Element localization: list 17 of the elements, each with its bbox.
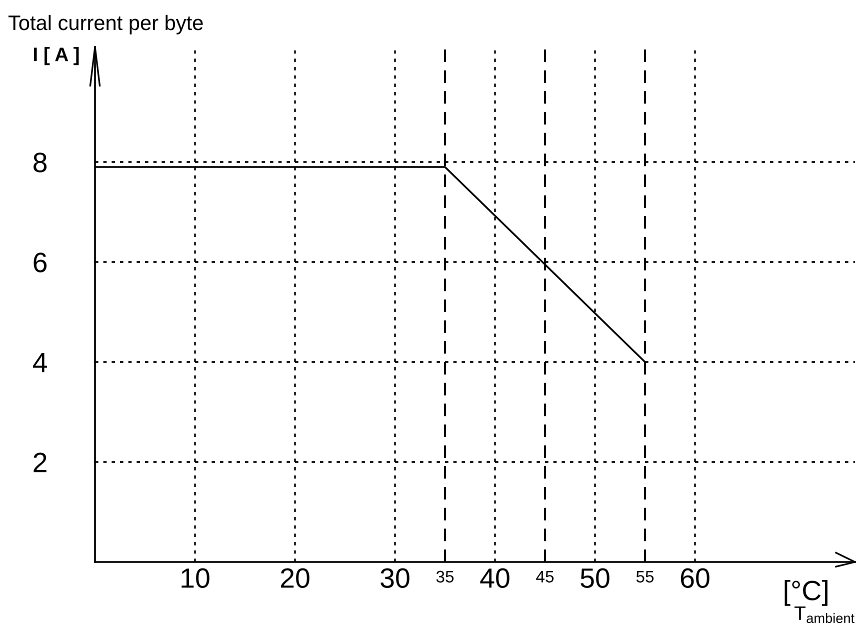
ref-line-label: 55 (636, 570, 654, 583)
x-tick-label: 50 (580, 568, 610, 588)
x-tick-label: 60 (680, 568, 710, 588)
y-tick-label: 4 (32, 352, 47, 372)
y-tick-label: 2 (34, 452, 46, 472)
y-tick-label: 8 (34, 152, 47, 172)
x-tick-label: 10 (182, 568, 210, 588)
ref-line-label: 45 (536, 570, 554, 583)
x-axis-title: [°C] (784, 580, 828, 606)
y-tick-label: 6 (34, 252, 47, 272)
chart-title: Total current per byte (8, 14, 203, 34)
x-tick-label: 20 (280, 568, 310, 588)
y-axis-title: I [ A ] (34, 47, 79, 66)
x-tick-label: 30 (380, 568, 410, 588)
ref-line-label: 35 (436, 570, 454, 583)
x-tick-label: 40 (480, 568, 510, 588)
text: T$_{ambient}$ (794, 606, 854, 624)
